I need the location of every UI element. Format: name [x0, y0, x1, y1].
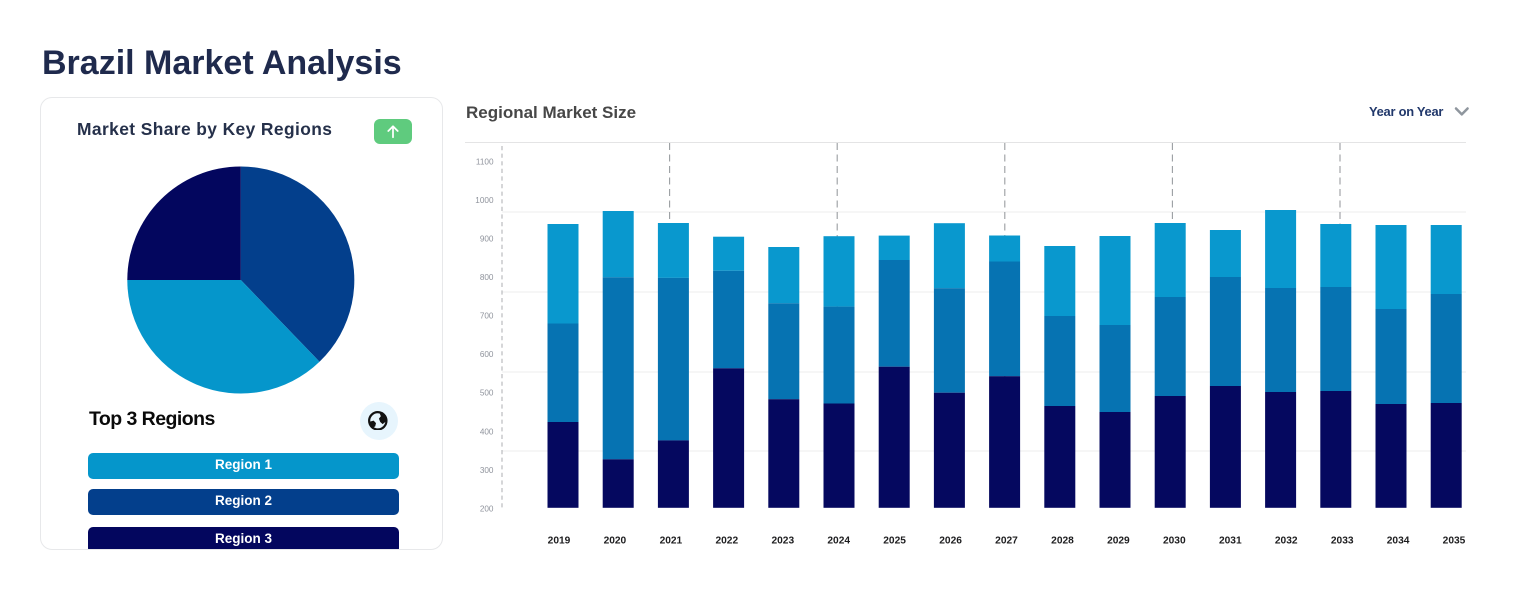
- svg-text:2033: 2033: [1331, 536, 1354, 547]
- svg-text:2026: 2026: [939, 536, 962, 547]
- svg-text:2028: 2028: [1051, 536, 1074, 547]
- svg-text:2025: 2025: [883, 536, 906, 547]
- svg-text:200: 200: [480, 504, 494, 513]
- svg-text:2030: 2030: [1163, 536, 1186, 547]
- svg-text:2035: 2035: [1443, 536, 1466, 547]
- svg-text:2031: 2031: [1219, 536, 1242, 547]
- svg-text:2020: 2020: [604, 536, 627, 547]
- svg-text:800: 800: [480, 273, 494, 282]
- svg-text:2029: 2029: [1107, 536, 1130, 547]
- svg-text:300: 300: [480, 466, 494, 475]
- svg-text:500: 500: [480, 389, 494, 398]
- svg-text:600: 600: [480, 350, 494, 359]
- svg-text:2032: 2032: [1275, 536, 1298, 547]
- svg-text:2021: 2021: [660, 536, 683, 547]
- svg-text:2019: 2019: [548, 536, 571, 547]
- svg-text:900: 900: [480, 234, 494, 243]
- svg-text:2024: 2024: [827, 536, 850, 547]
- svg-text:1100: 1100: [476, 157, 494, 166]
- svg-text:2022: 2022: [715, 536, 738, 547]
- svg-text:2023: 2023: [771, 536, 794, 547]
- svg-text:400: 400: [480, 427, 494, 436]
- svg-text:700: 700: [480, 312, 494, 321]
- svg-text:2027: 2027: [995, 536, 1018, 547]
- svg-text:2034: 2034: [1387, 536, 1410, 547]
- svg-text:1000: 1000: [475, 196, 494, 205]
